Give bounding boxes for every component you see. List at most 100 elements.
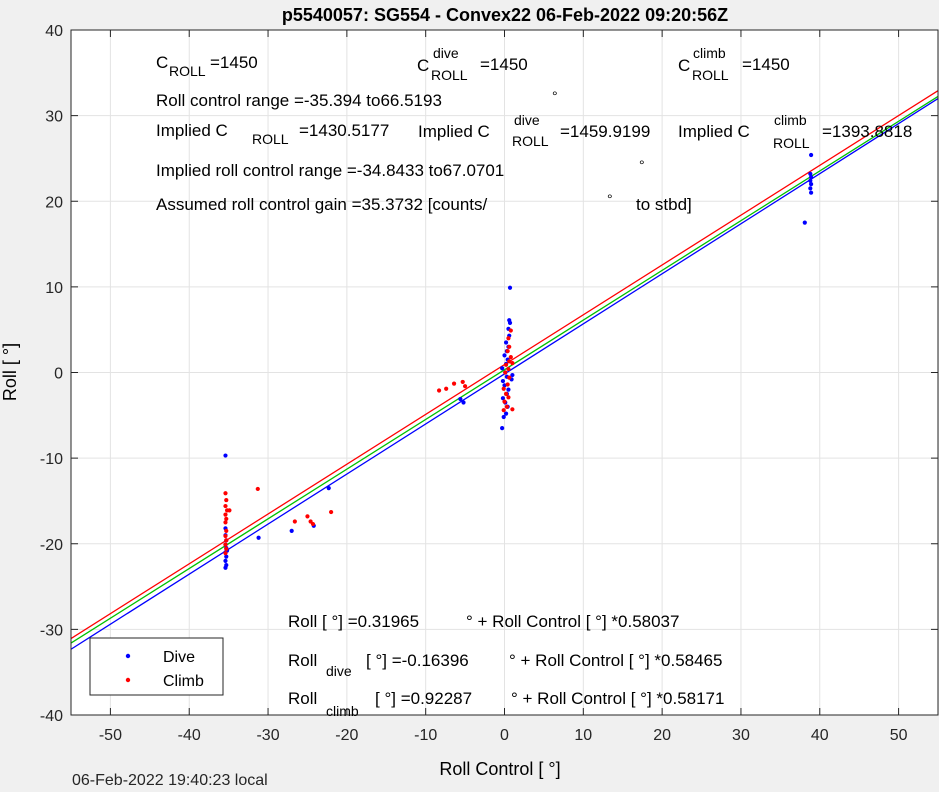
climb-point	[505, 382, 510, 387]
dive-point	[503, 340, 509, 345]
climb-point	[451, 381, 457, 386]
climb-point	[507, 359, 512, 364]
climb-point	[510, 407, 515, 412]
assumed-gain: Assumed roll control gain =35.3732 [coun…	[156, 195, 488, 214]
climb-point	[305, 514, 310, 519]
legend-climb-label: Climb	[163, 673, 204, 690]
climb-point	[255, 486, 260, 492]
dive-point	[502, 383, 507, 388]
equation-roll-climb: Roll climb [ °] =0.92287 ° + Roll Contro…	[288, 689, 724, 719]
y-tick-label: -10	[40, 451, 63, 468]
climb-point	[223, 551, 228, 556]
implied-dive-superscript: dive	[514, 112, 540, 128]
climb-point	[510, 360, 515, 366]
dive-point	[809, 175, 814, 180]
climb-point	[223, 491, 228, 496]
climb-point	[223, 520, 228, 525]
dive-point	[458, 396, 463, 402]
dive-point	[500, 396, 506, 401]
climb-point	[506, 336, 511, 341]
eq-climb-tail: ° + Roll Control [ °] *0.58171	[511, 689, 724, 708]
equation-roll: Roll [ °] =0.31965 ° + Roll Control [ °]…	[288, 612, 679, 631]
legend-box	[89, 637, 224, 696]
eq-climb-subscript: climb	[326, 703, 359, 719]
climb-point	[224, 497, 229, 503]
climb-point	[503, 391, 509, 397]
x-tick-label: -10	[414, 727, 437, 744]
dive-point	[500, 378, 506, 384]
climb-point	[444, 386, 449, 391]
c-dive-symbol: C	[417, 56, 429, 75]
implied-climb-prefix: Implied C	[678, 122, 750, 141]
climb-point	[227, 508, 232, 513]
fit-line	[70, 95, 939, 644]
c-dive-value: =1450	[480, 55, 528, 74]
dive-point	[503, 411, 509, 416]
climb-point	[501, 408, 506, 413]
climb-point	[508, 328, 513, 333]
dive-point	[223, 453, 228, 458]
dive-point	[808, 171, 813, 176]
climb-point	[503, 370, 508, 375]
implied-prefix: Implied C	[156, 121, 228, 140]
dive-point	[224, 554, 229, 559]
annotation-c-roll-climb: C climb ROLL =1450	[678, 45, 790, 83]
y-tick-label: 30	[45, 109, 63, 126]
dive-point	[326, 485, 331, 491]
climb-point	[223, 503, 228, 509]
x-tick-label: 20	[653, 727, 671, 744]
y-tick-label: -30	[40, 622, 63, 639]
climb-point	[460, 379, 465, 385]
climb-point	[224, 516, 229, 522]
implied-c-roll-climb: Implied C climb ROLL =1393.8818	[678, 112, 912, 151]
y-axis-label: Roll [ °]	[0, 343, 20, 401]
x-tick-label: 0	[500, 727, 509, 744]
legend-dive-label: Dive	[163, 649, 195, 666]
dive-point	[461, 400, 466, 405]
climb-point	[292, 519, 297, 524]
roll-control-range: Roll control range =-35.394 to66.5193	[156, 91, 442, 110]
implied-c-roll: Implied C ROLL =1430.5177	[156, 121, 389, 147]
climb-point	[224, 538, 229, 543]
eq-climb-word: Roll	[288, 689, 317, 708]
climb-point	[506, 366, 511, 372]
eq-roll-head: Roll [ °] =0.31965	[288, 612, 419, 631]
axis-ticks: -50 -40 -30 -20 -10 0 10 20 30 40 50 -40 -30 -20 -10 0 1…	[40, 23, 938, 744]
climb-point	[329, 509, 334, 515]
x-tick-label: -30	[256, 727, 279, 744]
implied-subscript: ROLL	[252, 131, 289, 147]
y-tick-label: -40	[40, 708, 63, 725]
implied-value: =1430.5177	[299, 121, 389, 140]
degree-mark-3: °	[607, 191, 613, 207]
y-tick-label: 20	[45, 194, 63, 211]
dive-point	[500, 366, 505, 371]
eq-roll-tail: ° + Roll Control [ °] *0.58037	[466, 612, 679, 631]
climb-point	[223, 542, 228, 547]
climb-point	[223, 533, 228, 539]
dive-point	[256, 535, 261, 540]
legend-dive-marker	[125, 653, 131, 659]
dive-point	[502, 353, 507, 358]
assumed-gain-suffix: to stbd]	[636, 195, 692, 214]
x-tick-label: 30	[732, 727, 750, 744]
c-roll-value: =1450	[210, 53, 258, 72]
implied-climb-superscript: climb	[774, 112, 807, 128]
dive-point	[507, 285, 513, 290]
x-tick-label: -20	[335, 727, 358, 744]
dive-point	[506, 387, 511, 392]
eq-dive-tail: ° + Roll Control [ °] *0.58465	[509, 651, 722, 670]
x-tick-label: -50	[99, 727, 122, 744]
dive-point	[501, 414, 506, 420]
implied-c-roll-dive: Implied C dive ROLL =1459.9199	[418, 112, 650, 149]
degree-mark-2: °	[639, 157, 645, 173]
dive-point	[223, 558, 228, 563]
x-axis-label: Roll Control [ °]	[439, 759, 560, 779]
c-symbol: C	[156, 53, 168, 72]
eq-climb-head: [ °] =0.92287	[375, 689, 472, 708]
dive-point	[223, 565, 228, 570]
dive-point	[500, 426, 505, 431]
c-climb-superscript: climb	[693, 45, 726, 61]
dive-point	[802, 220, 807, 225]
equation-roll-dive: Roll dive [ °] =-0.16396 ° + Roll Contro…	[288, 651, 722, 679]
